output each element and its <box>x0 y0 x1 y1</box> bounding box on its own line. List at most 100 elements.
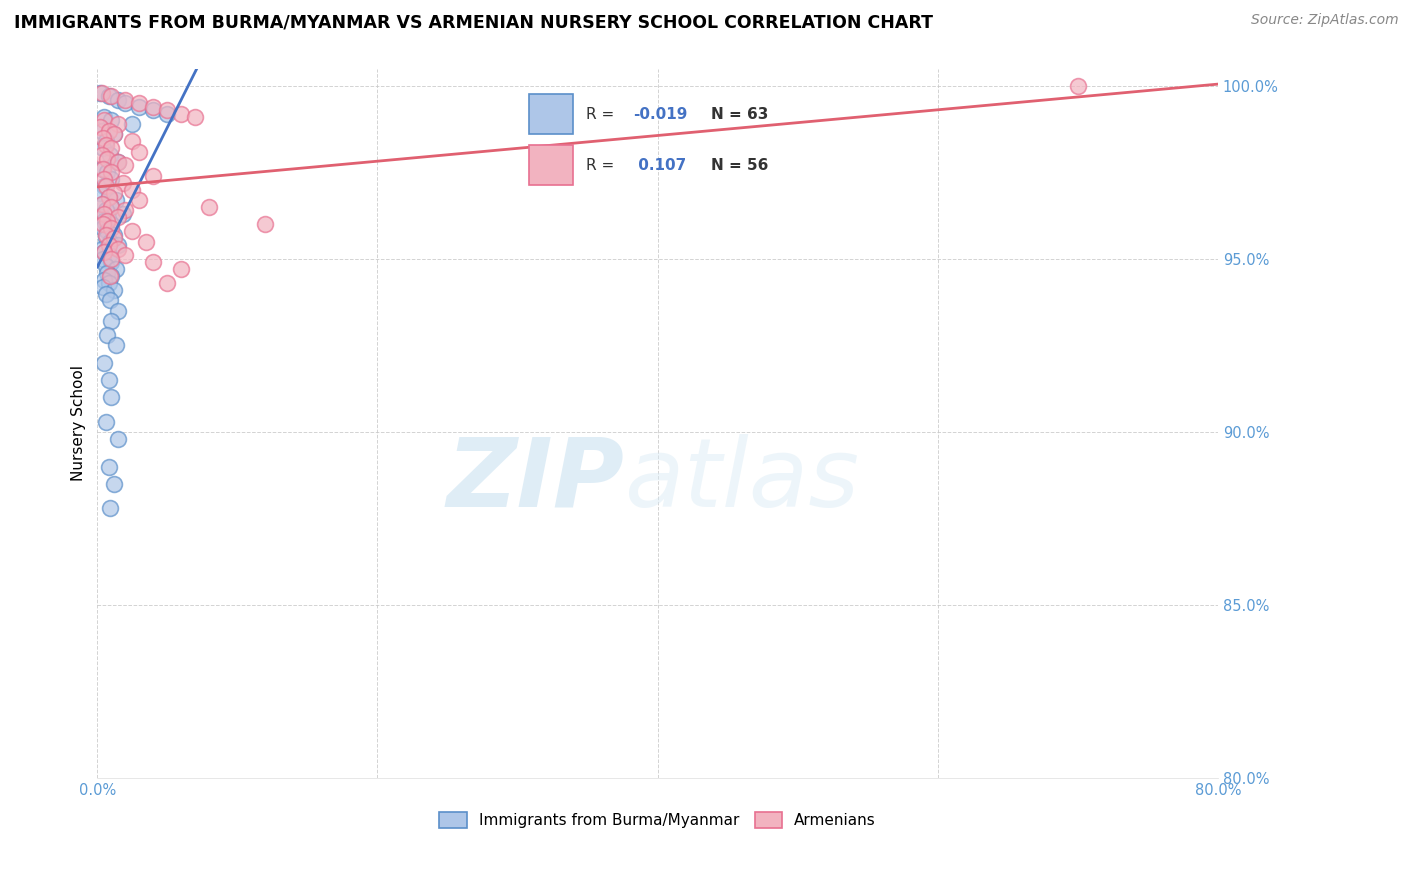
Point <box>91 252 114 266</box>
Point <box>107 432 129 446</box>
Point <box>128 96 150 111</box>
Point <box>94 415 117 429</box>
Point <box>96 224 118 238</box>
Point <box>97 124 120 138</box>
Point <box>170 262 193 277</box>
Point <box>103 128 125 142</box>
Point <box>100 269 122 284</box>
Point <box>103 231 125 245</box>
Point <box>91 196 114 211</box>
Point <box>93 110 115 124</box>
Point <box>135 235 157 249</box>
Point <box>103 128 125 142</box>
Point <box>90 124 112 138</box>
Point <box>103 227 125 242</box>
Point <box>91 220 114 235</box>
Point <box>184 110 207 124</box>
Point <box>97 238 120 252</box>
Point <box>97 276 120 290</box>
Point <box>96 152 118 166</box>
Point <box>111 176 134 190</box>
Point <box>93 179 115 194</box>
Point <box>114 248 136 262</box>
Point <box>100 172 122 186</box>
Point <box>100 200 122 214</box>
Point <box>91 141 114 155</box>
Point <box>100 141 122 155</box>
Point <box>111 207 134 221</box>
Point <box>103 477 125 491</box>
Point <box>128 100 150 114</box>
Point <box>254 217 277 231</box>
Point <box>93 113 115 128</box>
Point <box>107 93 129 107</box>
Point <box>93 356 115 370</box>
Point <box>89 186 111 201</box>
Point <box>94 259 117 273</box>
Point <box>100 89 122 103</box>
Text: atlas: atlas <box>624 434 859 526</box>
Point <box>90 211 112 225</box>
Y-axis label: Nursery School: Nursery School <box>72 366 86 482</box>
Point <box>100 252 122 266</box>
Point <box>121 134 143 148</box>
Point <box>142 103 165 117</box>
Point <box>91 279 114 293</box>
Point <box>107 242 129 256</box>
Point <box>97 189 120 203</box>
Point <box>94 286 117 301</box>
Point <box>156 103 179 117</box>
Text: IMMIGRANTS FROM BURMA/MYANMAR VS ARMENIAN NURSERY SCHOOL CORRELATION CHART: IMMIGRANTS FROM BURMA/MYANMAR VS ARMENIA… <box>14 13 934 31</box>
Point <box>94 231 117 245</box>
Point <box>90 86 112 100</box>
Point <box>94 203 117 218</box>
Point <box>100 165 122 179</box>
Point <box>96 214 118 228</box>
Point <box>90 161 112 176</box>
Point <box>89 120 111 135</box>
Point <box>121 183 143 197</box>
Point <box>107 211 129 225</box>
Point <box>91 161 114 176</box>
Text: ZIP: ZIP <box>446 434 624 526</box>
Point <box>142 255 165 269</box>
Point <box>97 373 120 387</box>
Point <box>97 89 120 103</box>
Point <box>93 245 115 260</box>
Point <box>107 117 129 131</box>
Point <box>121 224 143 238</box>
Point <box>90 196 112 211</box>
Point <box>93 207 115 221</box>
Point <box>114 158 136 172</box>
Point <box>100 200 122 214</box>
Point <box>198 200 221 214</box>
Point <box>97 459 120 474</box>
Point <box>100 314 122 328</box>
Point <box>104 193 127 207</box>
Point <box>107 155 129 169</box>
Point <box>100 220 122 235</box>
Point <box>98 293 121 308</box>
Point <box>114 96 136 111</box>
Point <box>91 130 114 145</box>
Point <box>93 273 115 287</box>
Point <box>93 214 115 228</box>
Point <box>114 93 136 107</box>
Point <box>128 193 150 207</box>
Point <box>121 117 143 131</box>
Point <box>94 137 117 152</box>
Point <box>156 276 179 290</box>
Point <box>98 148 121 162</box>
Legend: Immigrants from Burma/Myanmar, Armenians: Immigrants from Burma/Myanmar, Armenians <box>433 806 882 834</box>
Point <box>100 255 122 269</box>
Point <box>107 303 129 318</box>
Point <box>103 283 125 297</box>
Point <box>90 148 112 162</box>
Point <box>96 266 118 280</box>
Point <box>97 189 120 203</box>
Point <box>100 217 122 231</box>
Point <box>94 179 117 194</box>
Point <box>142 100 165 114</box>
Point <box>1067 78 1090 93</box>
Point <box>96 165 118 179</box>
